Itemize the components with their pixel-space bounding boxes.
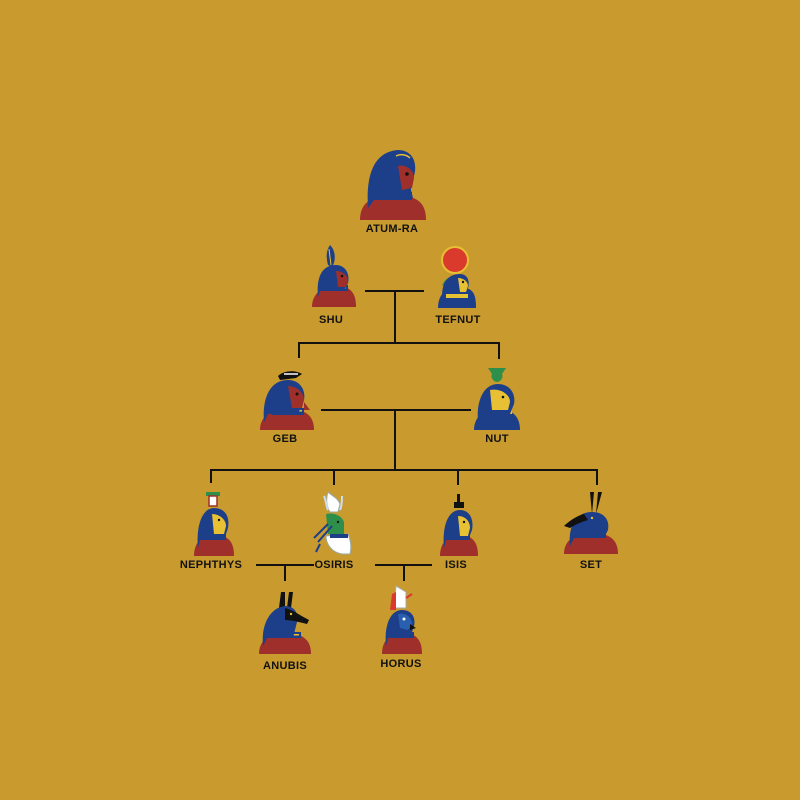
deity-nut-figure — [472, 366, 522, 430]
descent-line-geb-nut — [210, 409, 598, 485]
jackal-icon — [259, 592, 311, 654]
deity-osiris-figure — [308, 490, 360, 556]
sun-disk-icon — [438, 246, 476, 308]
deity-horus-figure — [380, 584, 424, 654]
deity-label-horus: HORUS — [380, 658, 422, 670]
descent-line-shu-tefnut — [298, 290, 500, 359]
deity-label-tefnut: TEFNUT — [435, 314, 481, 326]
falcon-double-crown-icon — [382, 585, 422, 654]
deity-isis-figure — [438, 492, 480, 556]
deity-anubis-figure — [257, 590, 313, 654]
deity-label-osiris: OSIRIS — [314, 559, 354, 571]
deity-shu-figure — [310, 243, 358, 307]
deity-geb-figure — [258, 368, 316, 430]
water-pot-icon — [474, 368, 520, 430]
deity-nephthys-figure — [192, 490, 236, 556]
deity-tefnut-figure — [434, 246, 478, 308]
feather-crown-icon — [312, 245, 356, 307]
deity-atum-ra-figure — [358, 148, 428, 220]
deity-label-shu: SHU — [318, 314, 344, 326]
pharaoh-icon — [360, 150, 426, 220]
deity-set-figure — [562, 490, 620, 554]
deity-label-isis: ISIS — [445, 559, 467, 571]
deity-label-nephthys: NEPHTHYS — [179, 559, 243, 571]
atef-crown-icon — [313, 491, 352, 555]
throne-crown-icon — [440, 494, 478, 556]
house-crown-icon — [194, 492, 234, 556]
deity-label-atum-ra: ATUM-RA — [365, 223, 419, 235]
deity-label-set: SET — [579, 559, 603, 571]
set-animal-icon — [564, 492, 618, 554]
deity-label-geb: GEB — [272, 433, 298, 445]
deity-label-anubis: ANUBIS — [263, 660, 307, 672]
deity-label-nut: NUT — [485, 433, 509, 445]
goose-crown-icon — [260, 371, 314, 430]
